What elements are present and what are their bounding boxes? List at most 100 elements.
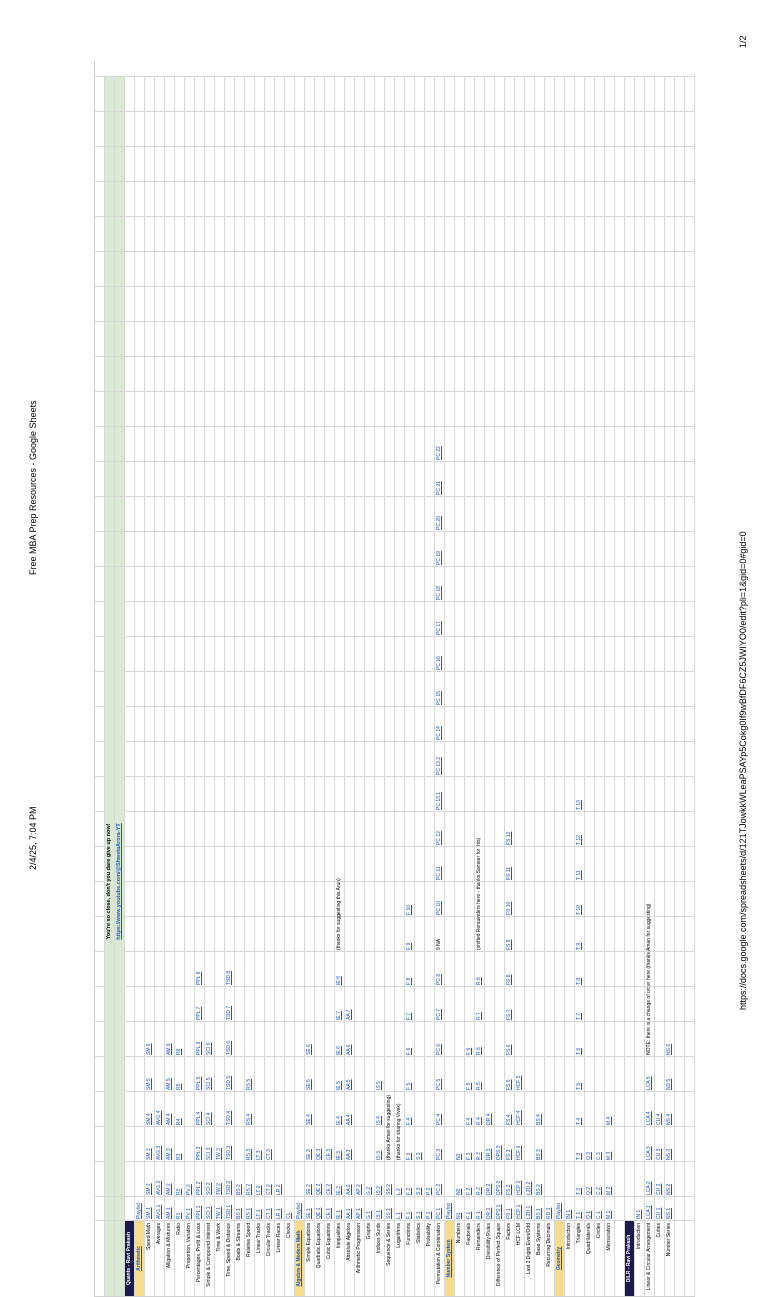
resource-link[interactable]: L 1	[395, 1196, 405, 1220]
resource-link[interactable]: PPL 1	[195, 1196, 205, 1220]
resource-link[interactable]: RS 4	[245, 1091, 255, 1126]
resource-link[interactable]: N1	[455, 1196, 465, 1220]
resource-link[interactable]: F 5	[465, 1056, 475, 1091]
resource-link[interactable]: M 2	[605, 1161, 615, 1196]
resource-link[interactable]: BS 2	[235, 1161, 245, 1196]
resource-link[interactable]: LCA 3	[645, 1126, 655, 1161]
resource-link[interactable]: SM 1	[145, 1196, 155, 1220]
resource-link[interactable]: SCI 2	[205, 1161, 215, 1196]
resource-link[interactable]: SM 2	[145, 1161, 155, 1196]
banner-youtube-link[interactable]: https://www.youtube.com/@ShwetaArora-YT	[115, 566, 125, 1196]
resource-link[interactable]: FS 7	[505, 986, 515, 1021]
resource-link[interactable]: SE 6	[305, 1021, 315, 1056]
resource-link[interactable]: F 10	[405, 881, 415, 916]
resource-link[interactable]: P 1	[425, 1196, 435, 1220]
resource-link[interactable]: N2	[455, 1161, 465, 1196]
resource-link[interactable]: IE 2	[335, 1161, 345, 1196]
resource-link[interactable]: RS 5	[245, 1056, 255, 1091]
resource-link[interactable]: T 2	[575, 1161, 585, 1196]
resource-link[interactable]: PPL 5	[195, 1056, 205, 1091]
resource-link[interactable]: SS 1	[385, 1196, 395, 1220]
resource-link[interactable]: PPL 2	[195, 1161, 205, 1196]
resource-link[interactable]: LT 1	[255, 1196, 265, 1220]
resource-link[interactable]: PC 17	[435, 601, 445, 636]
resource-link[interactable]: CE 2	[325, 1161, 335, 1196]
resource-link[interactable]: PPL 8	[195, 951, 205, 986]
resource-link[interactable]: PC 16	[435, 636, 445, 671]
resource-link[interactable]: F 2	[465, 1161, 475, 1196]
resource-link[interactable]: AVG 1	[155, 1196, 165, 1220]
resource-link[interactable]: G 1	[365, 1196, 375, 1220]
resource-link[interactable]: AP 2	[355, 1161, 365, 1196]
resource-link[interactable]: IS 3	[375, 1126, 385, 1161]
resource-link[interactable]: R5	[175, 1056, 185, 1091]
resource-link[interactable]: C 1	[595, 1196, 605, 1220]
resource-link[interactable]: FS 5	[505, 1056, 515, 1091]
resource-link[interactable]: RS 2	[245, 1161, 255, 1196]
resource-link[interactable]: BS 4	[535, 1091, 545, 1126]
resource-link[interactable]: T 1	[575, 1196, 585, 1220]
resource-link[interactable]: C 2	[595, 1161, 605, 1196]
resource-link[interactable]: F 2	[405, 1161, 415, 1196]
resource-link[interactable]: R 4	[475, 1091, 485, 1126]
resource-link[interactable]: F 6	[405, 1021, 415, 1056]
resource-link[interactable]: Q 3	[585, 1126, 595, 1161]
resource-link[interactable]: TW 2	[215, 1161, 225, 1196]
resource-link[interactable]: F 3	[405, 1126, 415, 1161]
resource-link[interactable]: C 3	[595, 1126, 605, 1161]
resource-link[interactable]: T 4	[575, 1091, 585, 1126]
resource-link[interactable]: BS 1	[535, 1196, 545, 1220]
resource-link[interactable]: T 5	[575, 1056, 585, 1091]
resource-link[interactable]: LT 3	[255, 1126, 265, 1161]
resource-link[interactable]: AA 6	[345, 1021, 355, 1056]
resource-link[interactable]: RS 1	[245, 1196, 255, 1220]
resource-link[interactable]: CT 2	[265, 1161, 275, 1196]
resource-link[interactable]: PC 13.2	[435, 741, 445, 776]
resource-link[interactable]: LT 2	[255, 1161, 265, 1196]
section-playlist-geometry[interactable]: Geometry	[555, 1220, 565, 1296]
resource-link[interactable]: R 2	[475, 1161, 485, 1196]
resource-link[interactable]: SCI 1	[205, 1196, 215, 1220]
resource-link[interactable]: F 5	[405, 1056, 415, 1091]
resource-link[interactable]: FS 3	[505, 1126, 515, 1161]
resource-link[interactable]: M 1	[605, 1196, 615, 1220]
resource-link[interactable]: F 9	[405, 916, 415, 951]
section-playlist-arithmetic[interactable]: Arithmetic	[135, 1220, 145, 1296]
resource-link[interactable]: SS 2	[385, 1161, 395, 1196]
resource-link[interactable]: PC 15	[435, 671, 445, 706]
resource-link[interactable]: IS 1	[375, 1196, 385, 1220]
resource-link[interactable]: L 2	[395, 1161, 405, 1196]
resource-link[interactable]: LR 2	[275, 1161, 285, 1196]
resource-link[interactable]: QE 3	[315, 1126, 325, 1161]
resource-link[interactable]: T 11	[575, 846, 585, 881]
resource-link[interactable]: CU 3	[655, 1126, 665, 1161]
resource-link[interactable]: TSD 6	[225, 1021, 235, 1056]
resource-link[interactable]: SCI 6	[205, 1021, 215, 1056]
resource-link[interactable]: F 3	[465, 1126, 475, 1161]
resource-link[interactable]: FS 1	[505, 1196, 515, 1220]
resource-link[interactable]: QE 2	[315, 1161, 325, 1196]
resource-link[interactable]: PC 22	[435, 426, 445, 461]
resource-link[interactable]: AA 5	[345, 1056, 355, 1091]
resource-link[interactable]: AA 1	[345, 1196, 355, 1220]
resource-link[interactable]: AA 3	[345, 1126, 355, 1161]
resource-link[interactable]: CU 4	[655, 1091, 665, 1126]
resource-link[interactable]: G 2	[365, 1161, 375, 1196]
resource-link[interactable]: BS 2	[535, 1161, 545, 1196]
resource-link[interactable]: SE 1	[305, 1196, 315, 1220]
resource-link[interactable]: PPL 6	[195, 1021, 205, 1056]
resource-link[interactable]: CL	[285, 1196, 295, 1220]
resource-link[interactable]: AM 3	[165, 1126, 175, 1161]
resource-link[interactable]: F 8	[405, 951, 415, 986]
resource-link[interactable]: HCF 3	[515, 1126, 525, 1161]
resource-link[interactable]: P 2	[425, 1161, 435, 1196]
resource-link[interactable]: R 7	[475, 986, 485, 1021]
resource-link[interactable]: PC 7	[435, 986, 445, 1021]
resource-link[interactable]: HCF 2	[515, 1161, 525, 1196]
resource-link[interactable]: DR 2	[485, 1161, 495, 1196]
resource-link[interactable]: SE 3	[305, 1126, 315, 1161]
resource-link[interactable]: BS 1	[235, 1196, 245, 1220]
resource-link[interactable]: T 9	[575, 916, 585, 951]
resource-link[interactable]: BS 3	[535, 1126, 545, 1161]
resource-link[interactable]: CT 3	[265, 1126, 275, 1161]
